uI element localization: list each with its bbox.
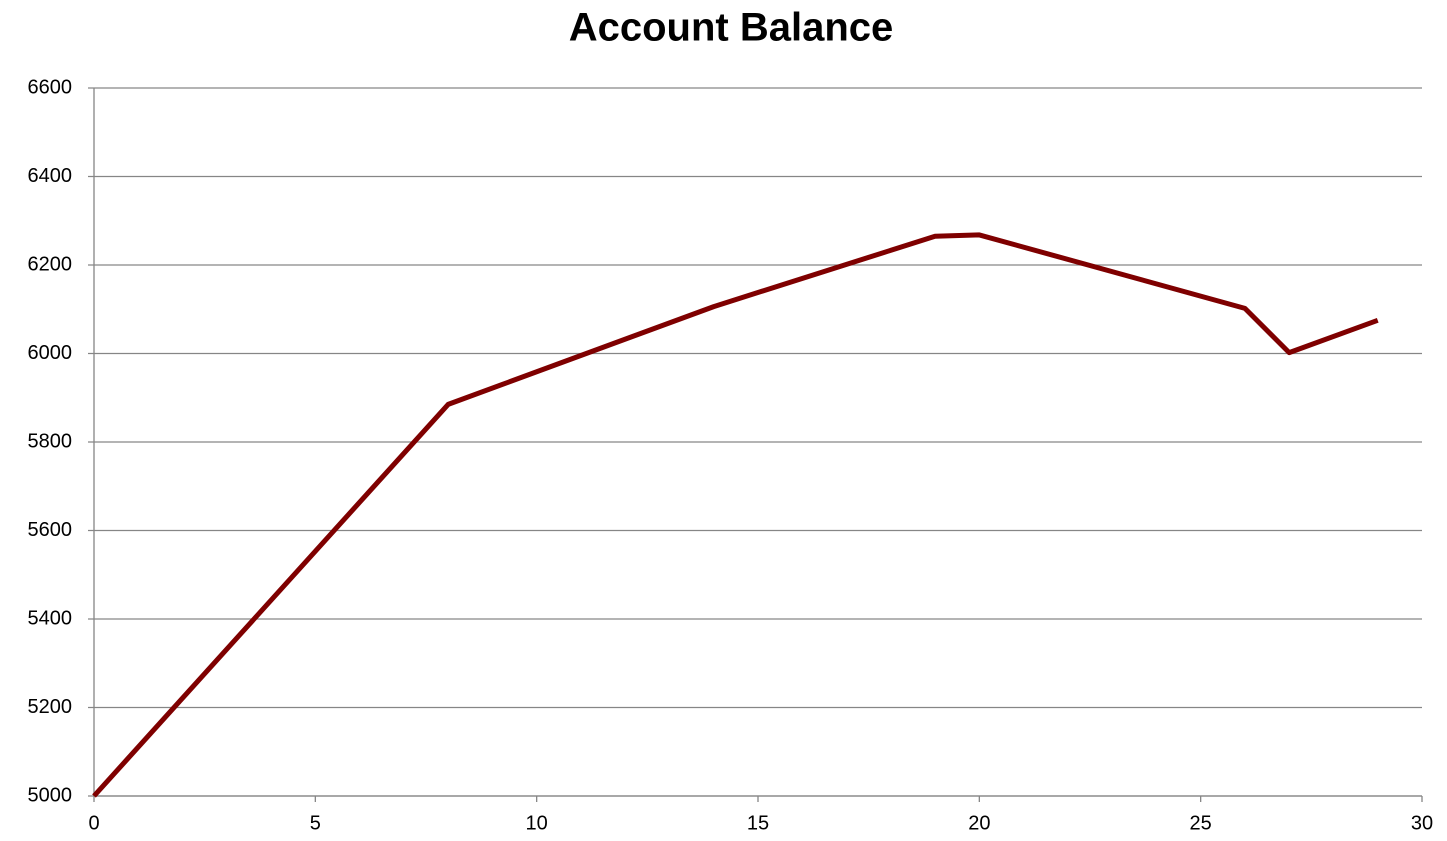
y-tick-label: 5000: [28, 784, 73, 806]
x-tick-label: 20: [968, 812, 990, 834]
x-tick-label: 30: [1411, 812, 1433, 834]
chart-title: Account Balance: [569, 6, 894, 50]
line-series: [92, 232, 1379, 798]
y-tick-label: 5400: [28, 607, 73, 629]
x-tick-label: 15: [747, 812, 769, 834]
x-tick-label: 10: [526, 812, 548, 834]
y-tick-label: 5200: [28, 696, 73, 718]
y-tick-label: 6200: [28, 253, 73, 275]
x-tick-label: 25: [1190, 812, 1212, 834]
y-tick-label: 5800: [28, 430, 73, 452]
y-tick-label: 6400: [28, 165, 73, 187]
y-tick-label: 6000: [28, 342, 73, 364]
x-tick-label: 0: [88, 812, 99, 834]
x-tick-label: 5: [310, 812, 321, 834]
y-tick-label: 6600: [28, 76, 73, 98]
y-tick-label: 5600: [28, 519, 73, 541]
